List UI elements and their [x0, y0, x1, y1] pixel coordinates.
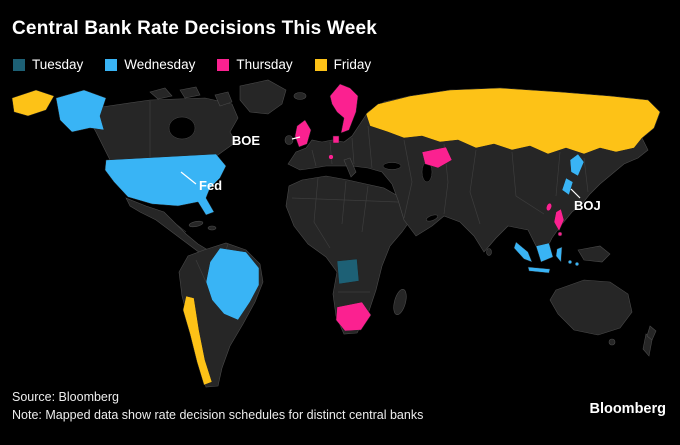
ireland-landmass	[284, 135, 294, 145]
inland-seas-group	[168, 116, 438, 222]
border-line	[403, 139, 413, 219]
indonesia-island	[567, 259, 573, 265]
border-line	[469, 149, 481, 225]
border-line	[555, 151, 561, 197]
arctic-island	[149, 87, 173, 100]
boj-pointer-line	[570, 188, 581, 199]
hudson-bay	[168, 116, 196, 140]
chukotka-region	[11, 89, 55, 117]
legend-item-tuesday: Tuesday	[13, 57, 83, 72]
wednesday-regions	[55, 89, 585, 321]
borneo-region	[535, 242, 554, 263]
country-borders-lines	[149, 101, 589, 293]
south-africa-region	[335, 301, 372, 332]
legend-item-wednesday: Wednesday	[105, 57, 195, 72]
border-line	[329, 141, 333, 165]
legend-item-thursday: Thursday	[217, 57, 293, 72]
border-line	[361, 185, 369, 233]
greenland-landmass	[239, 79, 287, 115]
legend-label-tuesday: Tuesday	[32, 57, 84, 72]
uk-region	[294, 119, 312, 148]
source-text: Source: Bloomberg	[12, 390, 120, 404]
us-region	[104, 153, 227, 216]
italy-landmass	[343, 157, 357, 178]
canada-landmass	[87, 97, 239, 161]
switzerland-region	[328, 154, 334, 160]
australia-landmass	[549, 279, 633, 336]
border-line	[195, 259, 207, 283]
boe-label: BOE	[232, 133, 261, 148]
madagascar-landmass	[393, 289, 407, 315]
fed-label: Fed	[199, 178, 222, 193]
note-text: Note: Mapped data show rate decision sch…	[12, 408, 424, 422]
alaska-region	[55, 89, 107, 133]
hispaniola-landmass	[207, 225, 217, 231]
sri-lanka-landmass	[486, 248, 492, 256]
indonesia-island	[574, 261, 580, 267]
persian-gulf	[426, 214, 438, 222]
arctic-island	[214, 91, 233, 107]
scandinavia-region	[329, 83, 359, 134]
philippines-region	[553, 208, 565, 232]
border-line	[367, 125, 373, 169]
friday-swatch	[314, 58, 327, 71]
new-zealand-north-landmass	[646, 325, 657, 341]
border-line	[313, 177, 331, 249]
angola-region	[336, 258, 360, 285]
taiwan-region	[546, 202, 552, 212]
border-line	[311, 149, 317, 167]
philippines-island	[557, 231, 563, 237]
brazil-region	[205, 247, 260, 321]
friday-regions	[11, 87, 661, 386]
cuba-landmass	[188, 220, 204, 228]
japan-south-region	[561, 177, 574, 196]
boj-label: BOJ	[574, 198, 601, 213]
java-region	[527, 266, 551, 274]
border-line	[583, 157, 589, 193]
new-guinea-landmass	[577, 245, 611, 263]
sumatra-region	[513, 241, 533, 263]
border-line	[351, 137, 355, 165]
legend-item-friday: Friday	[314, 57, 372, 72]
legend-label-friday: Friday	[333, 57, 372, 72]
russia-region	[365, 87, 661, 155]
border-line	[511, 151, 545, 215]
tuesday-regions	[336, 258, 360, 285]
black-sea	[382, 162, 402, 170]
iceland-landmass	[293, 92, 307, 100]
japan-region	[569, 153, 585, 177]
bloomberg-logo: Bloomberg	[589, 401, 666, 417]
fed-pointer-line	[180, 171, 197, 185]
annotations-group: Fed BOE BOJ	[180, 133, 601, 213]
tasmania-landmass	[608, 338, 616, 346]
chile-region	[182, 295, 213, 386]
border-line	[291, 197, 399, 203]
arctic-island	[179, 86, 201, 99]
thursday-regions	[294, 83, 565, 332]
tuesday-swatch	[13, 58, 25, 71]
wednesday-swatch	[105, 58, 118, 71]
legend-label-wednesday: Wednesday	[124, 57, 196, 72]
legend: Tuesday Wednesday Thursday Friday	[13, 57, 371, 72]
boe-pointer-line	[291, 136, 301, 140]
page-title: Central Bank Rate Decisions This Week	[12, 18, 378, 39]
thursday-swatch	[217, 58, 230, 71]
denmark-region	[332, 135, 340, 144]
border-line	[175, 223, 187, 233]
central-asia-region	[421, 146, 453, 169]
sulawesi-region	[555, 246, 563, 263]
legend-label-thursday: Thursday	[236, 57, 293, 72]
border-line	[341, 180, 347, 225]
